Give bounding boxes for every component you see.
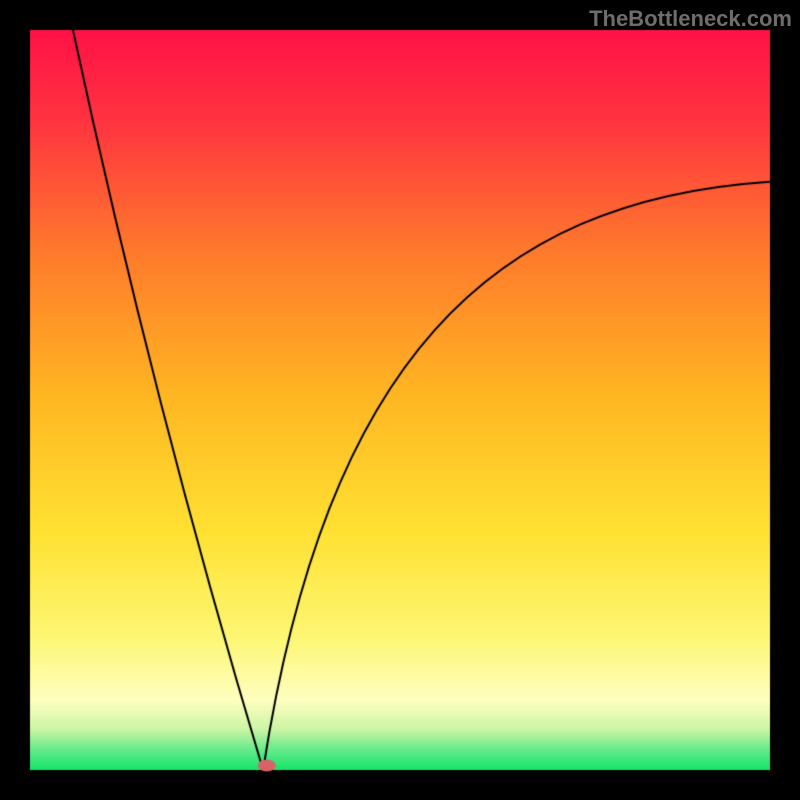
watermark-text: TheBottleneck.com [589, 6, 792, 32]
bottleneck-chart [0, 0, 800, 800]
